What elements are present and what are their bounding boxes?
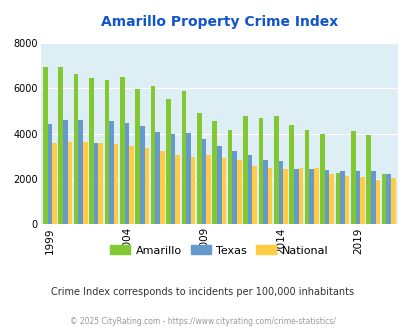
Bar: [155, 132, 160, 224]
Bar: [252, 166, 256, 224]
Bar: [227, 130, 232, 224]
Bar: [201, 139, 206, 224]
Bar: [289, 125, 293, 224]
Bar: [335, 173, 339, 224]
Bar: [63, 120, 67, 224]
Bar: [171, 134, 175, 224]
Bar: [375, 180, 379, 224]
Bar: [216, 147, 221, 224]
Bar: [381, 175, 386, 224]
Bar: [324, 170, 328, 224]
Bar: [166, 99, 171, 224]
Legend: Amarillo, Texas, National: Amarillo, Texas, National: [106, 241, 332, 260]
Bar: [129, 147, 133, 224]
Bar: [181, 91, 185, 224]
Bar: [83, 142, 87, 224]
Bar: [47, 124, 52, 224]
Bar: [262, 160, 267, 224]
Bar: [319, 134, 324, 224]
Bar: [74, 74, 78, 224]
Bar: [212, 121, 216, 224]
Text: © 2025 CityRating.com - https://www.cityrating.com/crime-statistics/: © 2025 CityRating.com - https://www.city…: [70, 317, 335, 326]
Bar: [328, 175, 333, 224]
Bar: [78, 120, 83, 224]
Bar: [339, 171, 344, 224]
Bar: [206, 155, 210, 224]
Bar: [52, 143, 57, 224]
Bar: [350, 131, 355, 224]
Bar: [304, 130, 309, 224]
Bar: [185, 133, 190, 224]
Bar: [196, 113, 201, 224]
Bar: [119, 77, 124, 224]
Bar: [309, 169, 313, 224]
Bar: [144, 148, 149, 224]
Bar: [232, 151, 237, 224]
Bar: [390, 178, 394, 224]
Bar: [282, 169, 287, 224]
Bar: [386, 175, 390, 224]
Bar: [370, 171, 375, 224]
Bar: [359, 177, 364, 224]
Bar: [355, 171, 359, 224]
Bar: [43, 67, 47, 224]
Bar: [243, 116, 247, 224]
Bar: [109, 121, 113, 224]
Bar: [273, 116, 278, 224]
Bar: [135, 89, 140, 224]
Bar: [94, 143, 98, 224]
Bar: [175, 154, 179, 224]
Bar: [298, 168, 303, 224]
Bar: [221, 158, 226, 224]
Bar: [313, 168, 318, 224]
Bar: [365, 135, 370, 224]
Bar: [267, 168, 272, 224]
Bar: [293, 169, 298, 224]
Bar: [258, 118, 262, 224]
Bar: [344, 176, 349, 224]
Bar: [190, 157, 195, 224]
Bar: [89, 78, 94, 224]
Text: Amarillo Property Crime Index: Amarillo Property Crime Index: [100, 15, 337, 29]
Bar: [140, 126, 144, 224]
Bar: [278, 161, 282, 224]
Bar: [58, 67, 63, 224]
Bar: [247, 155, 252, 224]
Bar: [104, 80, 109, 224]
Bar: [237, 159, 241, 224]
Bar: [160, 151, 164, 224]
Bar: [124, 122, 129, 224]
Text: Crime Index corresponds to incidents per 100,000 inhabitants: Crime Index corresponds to incidents per…: [51, 287, 354, 297]
Bar: [113, 144, 118, 224]
Bar: [98, 143, 103, 224]
Bar: [150, 86, 155, 224]
Bar: [67, 142, 72, 224]
